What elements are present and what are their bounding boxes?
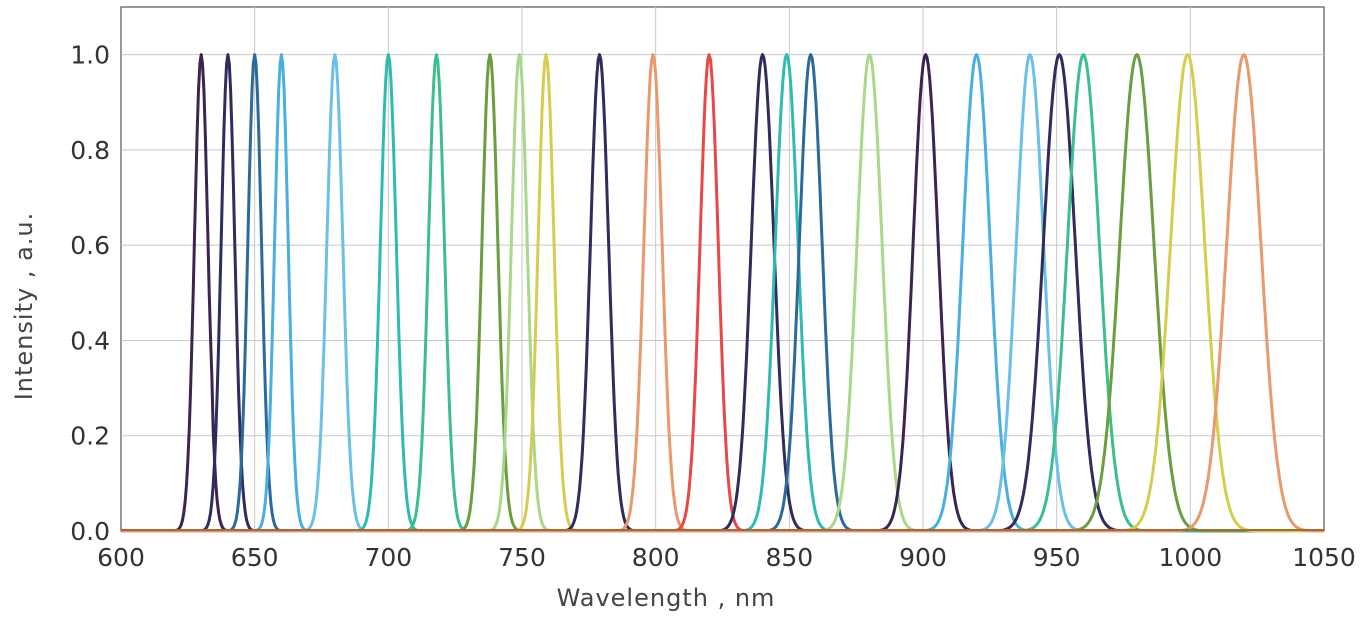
y-tick-labels: 0.0 0.2 0.4 0.6 0.8 1.0 xyxy=(70,41,110,546)
y-tick-label: 0.8 xyxy=(70,136,110,165)
x-tick-label: 1000 xyxy=(1159,543,1223,572)
y-tick-label: 0.4 xyxy=(70,326,110,355)
x-axis-label: Wavelength , nm xyxy=(557,584,776,612)
y-tick-label: 0.6 xyxy=(70,231,110,260)
y-tick-label: 0.0 xyxy=(70,517,110,546)
x-tick-label: 850 xyxy=(765,543,813,572)
x-tick-label: 750 xyxy=(498,543,546,572)
y-axis-label: Intensity , a.u. xyxy=(10,212,38,401)
x-tick-label: 700 xyxy=(364,543,412,572)
x-tick-labels: 600 650 700 750 800 850 900 950 1000 1050 xyxy=(97,543,1356,572)
x-tick-label: 900 xyxy=(899,543,947,572)
x-tick-label: 650 xyxy=(231,543,279,572)
x-tick-label: 950 xyxy=(1033,543,1081,572)
y-tick-label: 1.0 xyxy=(70,41,110,70)
x-tick-label: 800 xyxy=(632,543,680,572)
x-tick-label: 600 xyxy=(97,543,145,572)
series-lines xyxy=(120,53,1325,533)
x-tick-label: 1050 xyxy=(1292,543,1356,572)
y-tick-label: 0.2 xyxy=(70,422,110,451)
